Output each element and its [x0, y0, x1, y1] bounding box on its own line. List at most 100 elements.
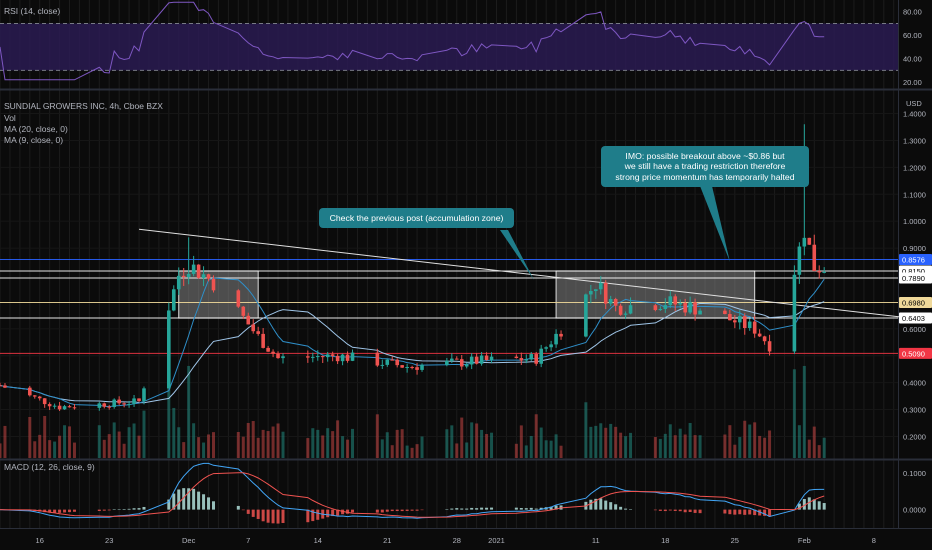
candle-body	[27, 387, 32, 396]
macd-histogram-bar	[172, 493, 176, 510]
macd-histogram-bar	[117, 509, 121, 510]
macd-histogram-bar	[678, 509, 682, 512]
candle-body	[3, 385, 7, 388]
volume-bar	[0, 443, 2, 458]
volume-bar	[63, 425, 67, 458]
candle-body	[693, 302, 697, 315]
candle-body	[658, 308, 663, 311]
macd-histogram-bar	[485, 507, 489, 510]
time-axis-label: 8	[872, 536, 876, 545]
macd-histogram-bar	[132, 508, 136, 510]
candle-body	[181, 275, 186, 278]
rsi-title: RSI (14, close)	[4, 6, 61, 16]
macd-histogram-bar	[137, 508, 141, 510]
macd-histogram-bar	[529, 507, 533, 510]
volume-bar	[321, 435, 325, 458]
volume-bar	[653, 436, 657, 458]
price-tick-label: 1.0000	[903, 217, 926, 226]
macd-histogram-bar	[266, 509, 270, 523]
macd-histogram-bar	[653, 509, 657, 511]
macd-histogram-bar	[306, 509, 310, 523]
volume-bar	[132, 423, 136, 458]
volume-bar	[172, 407, 176, 458]
time-axis-label: 16	[36, 536, 44, 545]
candle-body	[171, 289, 176, 311]
macd-histogram-bar	[400, 509, 404, 512]
candle-body	[122, 403, 126, 405]
candle-body	[469, 356, 474, 365]
macd-histogram-bar	[167, 499, 171, 510]
candle-body	[792, 274, 797, 352]
volume-bar	[117, 431, 121, 458]
macd-histogram-bar	[336, 509, 340, 516]
volume-bar	[395, 429, 399, 458]
macd-histogram-bar	[142, 506, 146, 510]
candle-body	[728, 314, 732, 321]
candle-body	[206, 274, 211, 279]
candle-body	[544, 347, 548, 349]
macd-histogram-bar	[311, 509, 315, 522]
macd-histogram-bar	[72, 509, 76, 512]
price-tick-label: 0.6000	[903, 325, 926, 334]
candle-body	[534, 354, 539, 364]
candle-body	[767, 341, 772, 352]
rsi-tick-label: 60.00	[903, 31, 922, 40]
candle-body	[306, 356, 310, 358]
volume-bar	[594, 425, 598, 458]
macd-histogram-bar	[480, 507, 484, 510]
volume-bar	[797, 425, 801, 458]
volume-bar	[177, 427, 181, 458]
volume-bar	[609, 423, 613, 458]
volume-bar	[748, 424, 752, 458]
macd-histogram-bar	[251, 509, 255, 517]
volume-bar	[28, 416, 32, 458]
time-axis-label: Feb	[798, 536, 811, 545]
volume-bar	[743, 420, 747, 458]
candle-body	[97, 403, 102, 408]
macd-histogram-bar	[197, 491, 201, 510]
candle-body	[400, 365, 404, 368]
candle-body	[554, 333, 558, 345]
macd-histogram-bar	[395, 509, 399, 512]
volume-bar	[698, 435, 702, 458]
price-tick-label: 1.2000	[903, 163, 926, 172]
volume-bar	[390, 445, 394, 458]
rsi-tick-label: 40.00	[903, 55, 922, 64]
macd-histogram-bar	[589, 499, 593, 510]
volume-bar	[122, 443, 126, 458]
volume-bar	[604, 427, 608, 458]
macd-histogram-bar	[202, 494, 206, 510]
volume-bar	[683, 434, 687, 458]
volume-bar	[812, 426, 816, 458]
price-tag	[899, 312, 932, 324]
volume-bar	[72, 442, 76, 458]
macd-histogram-bar	[187, 488, 191, 510]
legend-ma9: MA (9, close, 0)	[4, 135, 64, 145]
candle-body	[598, 282, 603, 290]
macd-histogram-bar	[549, 506, 553, 510]
macd-histogram-bar	[58, 509, 62, 513]
volume-bar	[266, 431, 270, 458]
macd-histogram-bar	[281, 509, 285, 524]
macd-histogram-bar	[460, 508, 464, 510]
candle-body	[117, 399, 121, 404]
macd-histogram-bar	[68, 509, 72, 513]
macd-histogram-bar	[698, 509, 702, 514]
volume-bar	[187, 365, 191, 458]
volume-bar	[678, 428, 682, 458]
macd-histogram-bar	[326, 509, 330, 518]
candle-body	[380, 364, 385, 366]
candle-body	[817, 271, 822, 273]
volume-bar	[445, 429, 449, 458]
callout-pointer	[500, 230, 534, 280]
volume-bar	[192, 423, 196, 458]
macd-histogram-bar	[375, 509, 379, 513]
candle-body	[668, 296, 673, 306]
macd-histogram-bar	[246, 509, 250, 514]
candle-body	[445, 360, 449, 365]
rsi-tick-label: 80.00	[903, 8, 922, 17]
time-axis-label: 21	[383, 536, 391, 545]
volume-bar	[460, 417, 464, 458]
